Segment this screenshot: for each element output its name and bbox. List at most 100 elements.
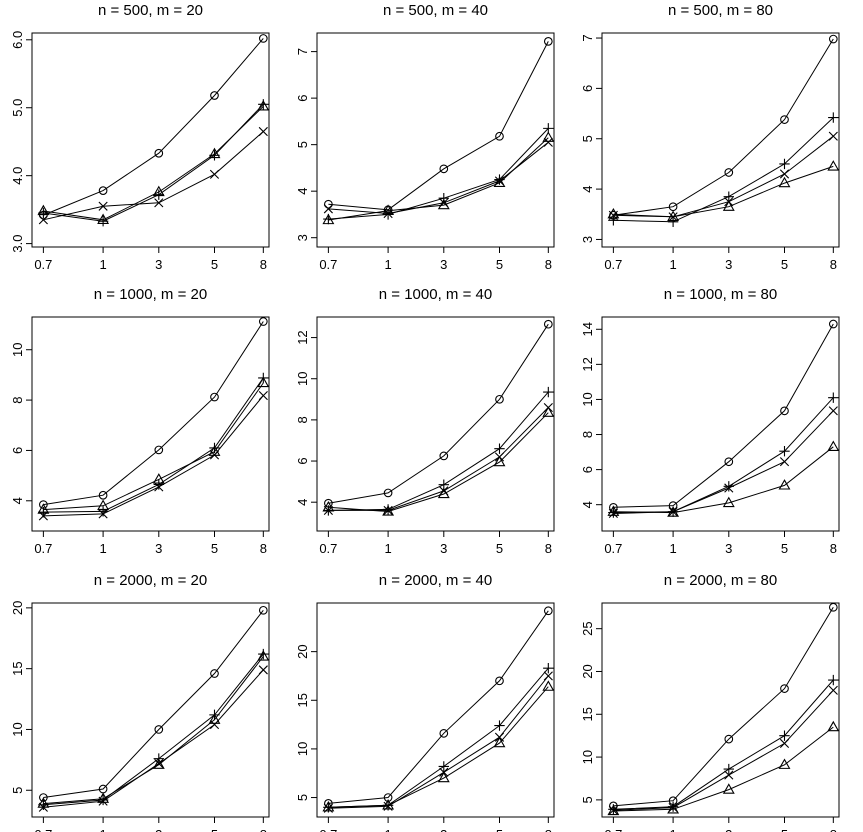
point-triangle (322, 213, 335, 225)
x-tick-label: 5 (496, 541, 503, 556)
x-tick-label: 1 (384, 827, 391, 832)
x-tick-label: 1 (384, 257, 391, 272)
y-tick-label: 15 (580, 707, 595, 721)
point-triangle (437, 198, 450, 210)
point-circle (780, 684, 789, 693)
point-cross (828, 685, 838, 695)
series-line-plus (43, 377, 264, 513)
chart-panel: n = 2000, m = 20 5 10 15 20 0.7 1 3 5 8 (10, 572, 270, 832)
point-circle (495, 676, 504, 686)
point-cross (323, 204, 333, 214)
point-triangle (778, 758, 791, 769)
series-line-circle (328, 610, 549, 804)
point-cross (38, 215, 48, 225)
point-plus (438, 761, 449, 772)
point-circle (210, 669, 219, 678)
point-triangle (778, 176, 791, 188)
y-tick-label: 20 (295, 644, 310, 658)
point-circle (543, 606, 553, 616)
point-circle (383, 488, 393, 498)
series-line-triangle (43, 656, 264, 805)
point-plus (779, 445, 790, 457)
point-cross (258, 390, 268, 401)
point-triangle (607, 804, 620, 816)
panel-title: n = 500, m = 20 (98, 2, 203, 19)
chart-panel: n = 1000, m = 20 4 6 8 10 0.7 1 3 5 8 (10, 286, 270, 556)
plot-frame (31, 316, 270, 532)
point-plus (494, 443, 505, 454)
series-line-cross (613, 689, 834, 811)
y-tick-label: 5 (295, 141, 310, 148)
panel-title: n = 1000, m = 20 (94, 286, 207, 303)
point-cross (779, 457, 790, 467)
x-tick-label: 8 (260, 257, 267, 272)
x-tick-label: 0.7 (604, 541, 622, 556)
panel-title: n = 2000, m = 80 (664, 572, 777, 589)
series-line-triangle (43, 382, 264, 511)
point-triangle (97, 213, 110, 224)
series-line-cross (43, 395, 264, 517)
point-circle (828, 602, 838, 612)
point-triangle (257, 650, 270, 661)
point-circle (828, 34, 838, 44)
x-tick-label: 3 (155, 541, 162, 556)
point-triangle (437, 771, 450, 783)
x-tick-label: 1 (384, 541, 391, 556)
series-line-plus (613, 397, 834, 514)
y-tick-label: 15 (10, 661, 25, 675)
series-line-triangle (328, 412, 549, 513)
point-plus (543, 662, 554, 674)
point-cross (154, 198, 164, 208)
x-tick-label: 8 (260, 541, 267, 556)
x-tick-label: 0.7 (604, 257, 622, 272)
plot-frame (601, 32, 840, 248)
x-tick-label: 5 (781, 541, 788, 556)
point-circle (98, 186, 108, 195)
x-tick-label: 5 (211, 827, 218, 832)
chart-panel: n = 2000, m = 40 5 10 15 20 0.7 1 3 5 8 (295, 572, 555, 832)
y-tick-label: 20 (580, 664, 595, 678)
series-line-triangle (613, 726, 834, 812)
series-line-circle (328, 41, 549, 211)
series-line-triangle (613, 446, 834, 514)
point-triangle (437, 487, 450, 499)
series-line-cross (328, 141, 549, 215)
point-plus (543, 386, 554, 398)
x-tick-label: 3 (155, 827, 162, 832)
point-circle (439, 164, 449, 174)
x-tick-label: 0.7 (319, 541, 337, 556)
series-line-circle (328, 323, 549, 504)
point-circle (543, 319, 553, 329)
point-triangle (37, 204, 50, 216)
point-cross (668, 802, 678, 813)
point-triangle (382, 204, 395, 215)
point-plus (828, 674, 839, 686)
y-tick-label: 7 (295, 48, 310, 55)
point-triangle (152, 473, 165, 484)
series-line-plus (328, 667, 549, 808)
point-plus (438, 192, 449, 204)
x-tick-label: 0.7 (604, 827, 622, 832)
y-tick-label: 5 (580, 796, 595, 803)
point-circle (828, 319, 838, 329)
point-triangle (667, 802, 680, 814)
point-plus (779, 158, 790, 170)
series-line-plus (43, 103, 264, 222)
point-cross (724, 483, 734, 493)
y-tick-label: 14 (580, 322, 595, 336)
y-tick-label: 4.0 (10, 167, 25, 185)
point-cross (668, 507, 678, 517)
y-tick-label: 3 (580, 236, 595, 243)
point-triangle (607, 505, 620, 516)
x-tick-label: 5 (211, 257, 218, 272)
series-line-circle (613, 323, 834, 508)
y-tick-label: 6 (10, 447, 25, 454)
y-tick-label: 10 (10, 342, 25, 356)
point-circle (210, 392, 219, 402)
point-cross (209, 169, 220, 179)
point-triangle (97, 499, 110, 510)
point-circle (258, 34, 268, 43)
y-tick-label: 3 (295, 234, 310, 241)
chart-panel: n = 500, m = 20 3.0 4.0 5.0 6.0 0.7 1 3 5 8 (10, 2, 270, 272)
